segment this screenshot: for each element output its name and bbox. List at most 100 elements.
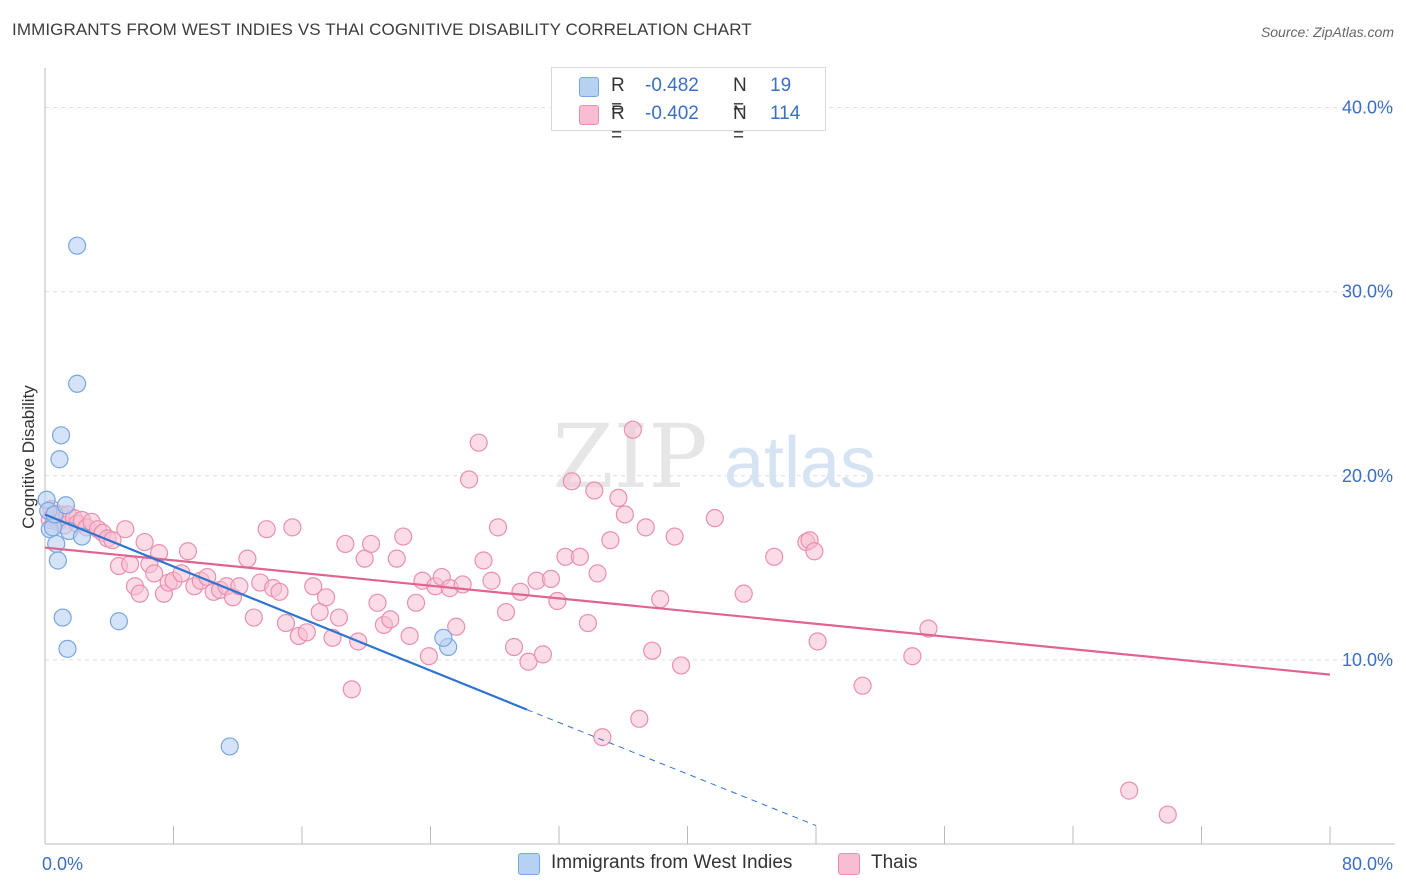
n-label: N = — [733, 75, 747, 118]
thais-point — [853, 676, 872, 695]
thais-legend-swatch — [838, 853, 860, 875]
thais-point — [585, 481, 604, 500]
thais-point — [394, 527, 413, 546]
west-indies-point — [68, 236, 87, 255]
thais-point — [283, 518, 302, 537]
thais-point — [511, 582, 530, 601]
thais-point — [601, 531, 620, 550]
n-value: 114 — [770, 103, 801, 124]
thais-point — [1158, 805, 1177, 824]
thais-point — [734, 584, 753, 603]
r-value: -0.482 — [645, 75, 699, 96]
y-axis-label: Cognitive Disability — [19, 385, 38, 529]
west-indies-point — [58, 639, 77, 658]
thais-trend-line — [44, 546, 1331, 676]
thais-point — [630, 709, 649, 728]
thais-point — [578, 613, 598, 633]
thais-point — [504, 637, 524, 657]
stats-legend: R = -0.482 N = 19 R = -0.402 N = 114 — [551, 67, 826, 146]
y-tick-label: 30.0% — [1342, 282, 1393, 302]
thais-point — [705, 509, 724, 528]
thais-point — [387, 549, 406, 568]
thais-point — [636, 518, 655, 537]
thais-point — [496, 602, 516, 622]
y-tick-label: 10.0% — [1342, 650, 1393, 670]
thais-point — [329, 608, 349, 627]
thais-point — [623, 420, 642, 439]
thais-point — [643, 641, 662, 660]
west-indies-legend-swatch — [518, 853, 540, 875]
thais-point — [533, 645, 553, 664]
thais-point — [276, 613, 296, 633]
thais-point — [257, 520, 276, 539]
thais-point — [588, 564, 607, 583]
thais-point — [316, 588, 336, 607]
west-indies-point — [68, 374, 87, 393]
thais-point — [116, 520, 135, 539]
thais-point — [562, 472, 581, 491]
west-indies-point — [51, 426, 71, 445]
thais-swatch — [579, 105, 599, 125]
thais-point — [671, 656, 691, 675]
thais-point — [919, 619, 938, 638]
thais-point — [135, 532, 154, 552]
thais-point — [570, 547, 589, 566]
thais-point — [297, 623, 316, 642]
legend-label: Thais — [871, 852, 918, 873]
west-indies-trend-extension — [526, 709, 817, 827]
thais-point — [368, 593, 387, 612]
thais-point — [406, 593, 426, 612]
watermark-atlas: atlas — [724, 423, 876, 503]
r-label: R = — [611, 103, 625, 146]
r-label: R = — [611, 75, 625, 118]
x-tick-label: 80.0% — [1342, 854, 1393, 874]
west-indies-point — [53, 608, 72, 627]
thais-point — [244, 608, 263, 627]
n-value: 19 — [770, 75, 792, 96]
legend-label: Immigrants from West Indies — [551, 852, 793, 873]
y-tick-label: 20.0% — [1342, 466, 1393, 486]
thais-point — [447, 617, 466, 636]
west-indies-points — [37, 236, 458, 756]
thais-point — [593, 728, 612, 747]
west-indies-point — [50, 450, 69, 469]
thais-point — [651, 590, 670, 609]
x-tick-label: 0.0% — [42, 854, 83, 874]
trend-lines — [44, 513, 1331, 827]
thais-point — [519, 652, 538, 671]
thais-point — [609, 488, 628, 507]
axes — [44, 68, 1395, 845]
thais-point — [474, 551, 493, 570]
thais-point — [419, 647, 438, 666]
thais-point — [805, 542, 824, 561]
thais-point — [400, 626, 419, 646]
thais-point — [1120, 781, 1139, 800]
thais-point — [488, 518, 508, 537]
thais-point — [459, 470, 479, 489]
thais-point — [541, 569, 561, 589]
series-legend: Immigrants from West Indies Thais — [0, 851, 1406, 877]
thais-point — [178, 542, 198, 561]
thais-point — [238, 549, 257, 568]
west-indies-swatch — [579, 77, 599, 97]
watermark: ZIP atlas — [552, 405, 876, 508]
thais-point — [808, 632, 827, 651]
watermark-zip: ZIP — [552, 405, 707, 508]
thais-point — [145, 564, 164, 583]
source-label: Source: ZipAtlas.com — [1260, 24, 1394, 40]
thais-point — [130, 584, 149, 603]
thais-point — [381, 610, 400, 629]
west-indies-point — [48, 551, 67, 570]
west-indies-trend-line — [44, 513, 528, 711]
west-indies-point — [109, 612, 128, 631]
thais-point — [665, 527, 684, 546]
thais-point — [304, 577, 323, 596]
west-indies-point — [434, 628, 453, 647]
west-indies-point — [56, 496, 75, 515]
thais-points — [40, 420, 1177, 824]
thais-point — [548, 591, 567, 611]
thais-point — [765, 547, 784, 566]
thais-point — [469, 433, 488, 452]
west-indies-point — [220, 737, 239, 756]
